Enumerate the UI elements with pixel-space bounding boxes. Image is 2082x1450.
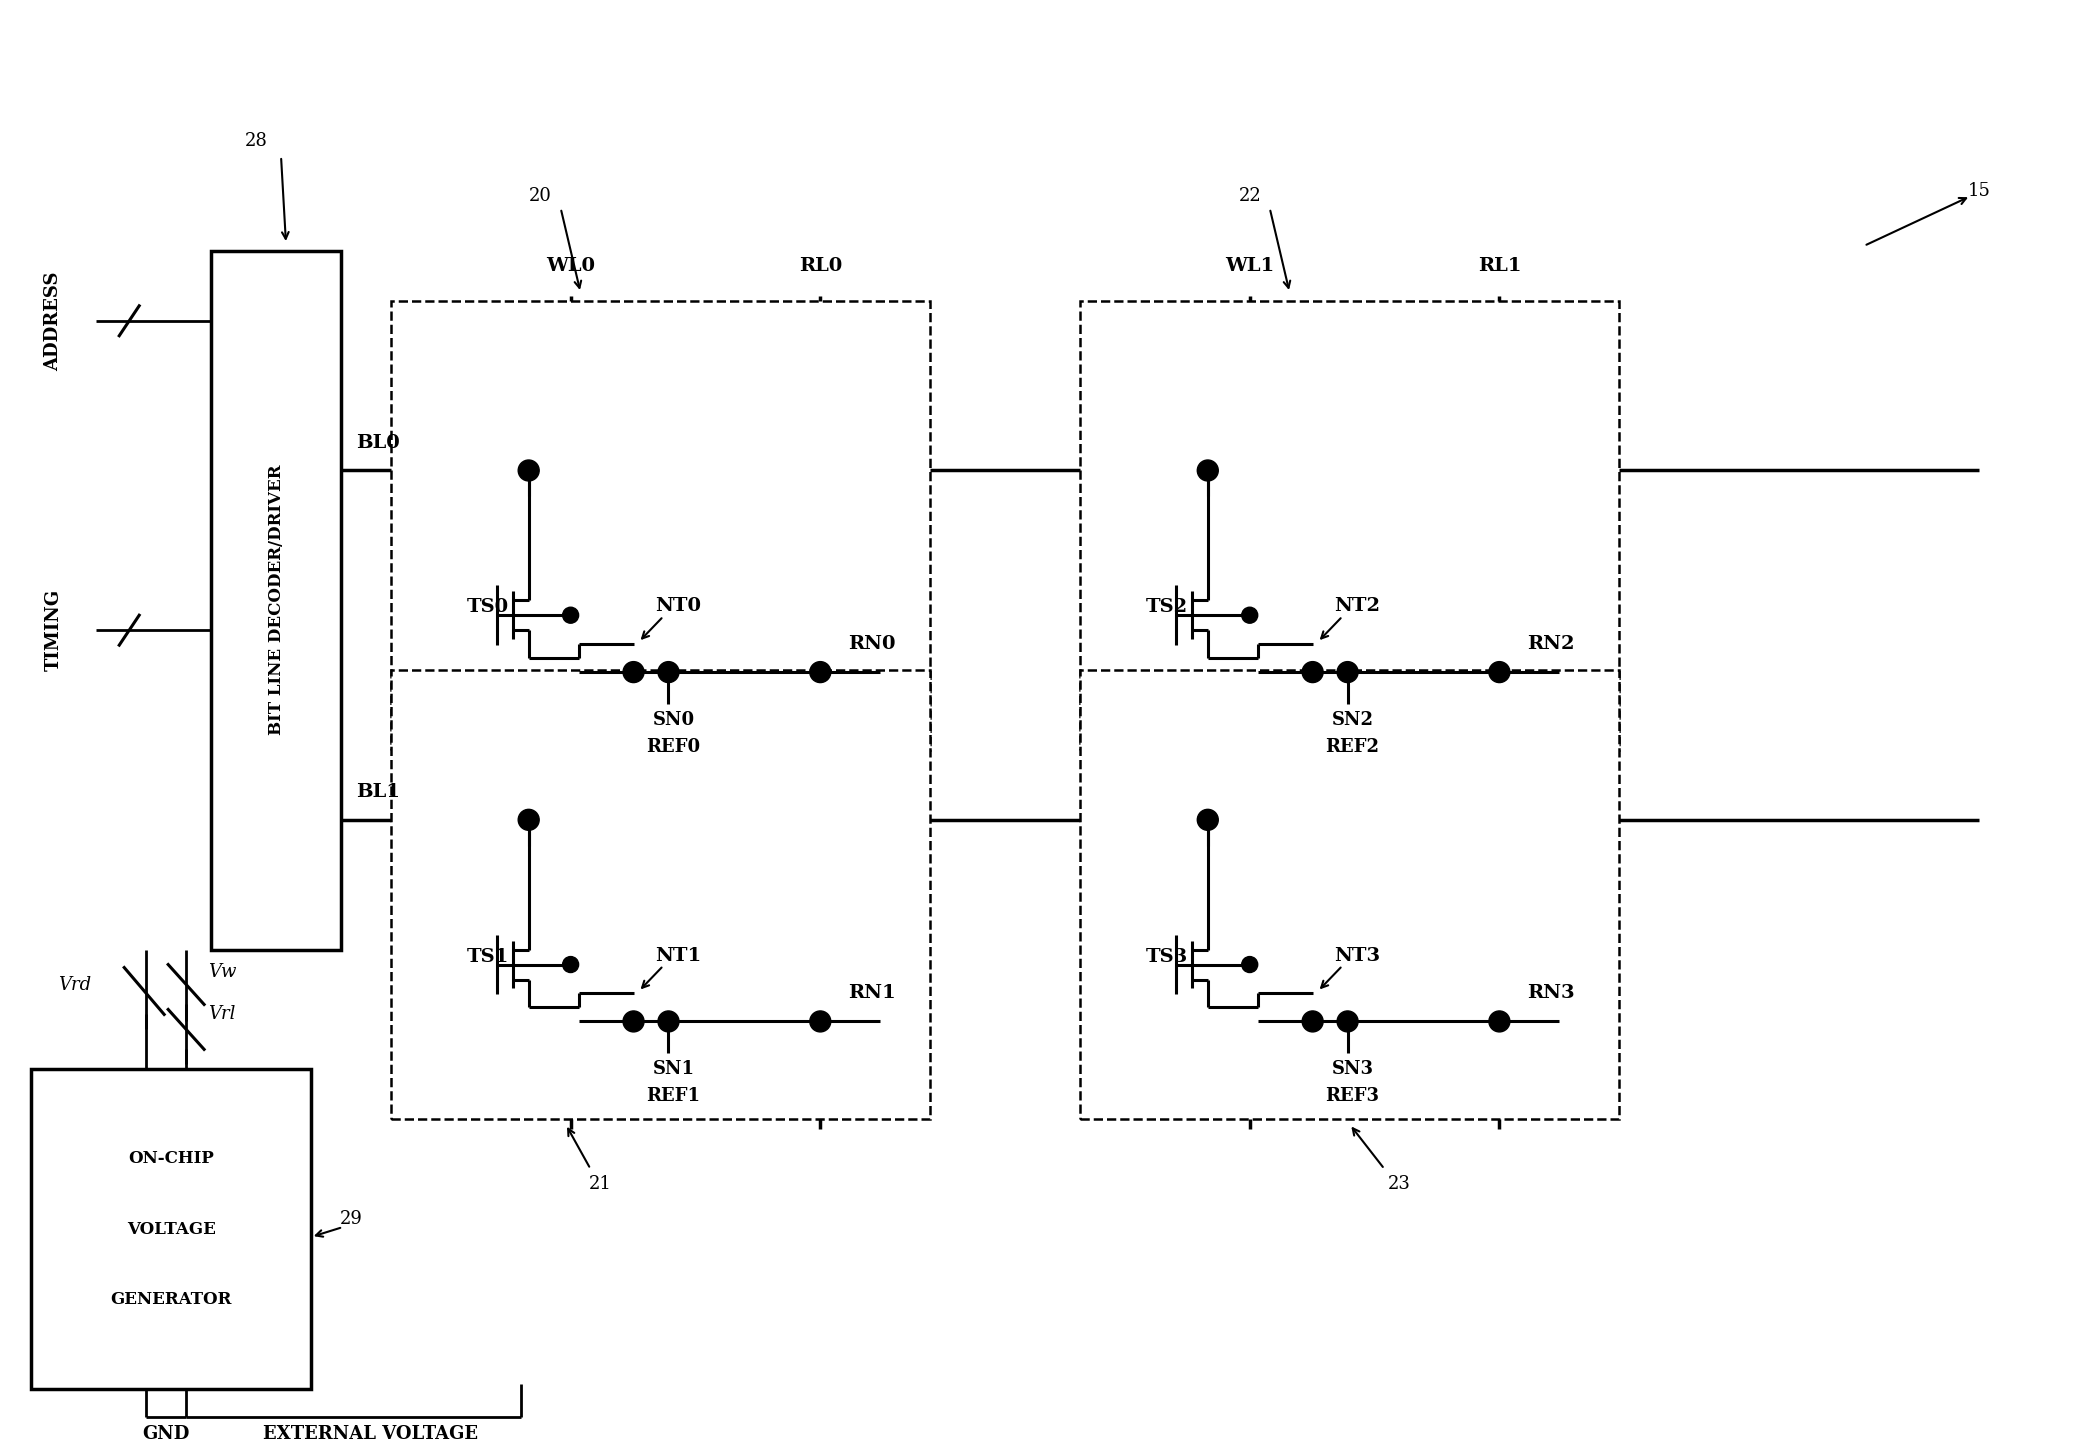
Text: NT0: NT0 bbox=[656, 597, 702, 615]
Text: TS0: TS0 bbox=[466, 599, 508, 616]
Text: TIMING: TIMING bbox=[44, 589, 62, 671]
Text: GND: GND bbox=[142, 1425, 189, 1443]
Text: Vrd: Vrd bbox=[58, 976, 92, 993]
Text: 23: 23 bbox=[1389, 1174, 1412, 1193]
Circle shape bbox=[810, 661, 831, 683]
Text: EXTERNAL VOLTAGE: EXTERNAL VOLTAGE bbox=[264, 1425, 479, 1443]
Circle shape bbox=[623, 1011, 643, 1032]
Text: BIT LINE DECODER/DRIVER: BIT LINE DECODER/DRIVER bbox=[266, 465, 285, 735]
Text: ON-CHIP: ON-CHIP bbox=[129, 1150, 214, 1167]
Text: 28: 28 bbox=[244, 132, 266, 151]
Text: 29: 29 bbox=[339, 1211, 362, 1228]
Bar bbox=[31, 1069, 310, 1389]
Text: RN3: RN3 bbox=[1528, 985, 1574, 1002]
Text: 21: 21 bbox=[589, 1174, 612, 1193]
Circle shape bbox=[1197, 809, 1218, 831]
Text: 22: 22 bbox=[1239, 187, 1262, 204]
Circle shape bbox=[1301, 1011, 1324, 1032]
Text: WL1: WL1 bbox=[1224, 257, 1274, 276]
Text: GENERATOR: GENERATOR bbox=[110, 1290, 231, 1308]
Text: RN0: RN0 bbox=[847, 635, 895, 652]
Circle shape bbox=[1301, 661, 1324, 683]
Text: REF0: REF0 bbox=[645, 738, 700, 755]
Circle shape bbox=[1197, 460, 1218, 481]
Text: TS3: TS3 bbox=[1145, 947, 1189, 966]
Text: REF2: REF2 bbox=[1326, 738, 1380, 755]
Bar bbox=[391, 300, 931, 750]
Text: RL1: RL1 bbox=[1478, 257, 1522, 276]
Circle shape bbox=[1489, 1011, 1509, 1032]
Circle shape bbox=[562, 957, 579, 973]
Text: RL0: RL0 bbox=[799, 257, 841, 276]
Circle shape bbox=[518, 809, 539, 831]
Circle shape bbox=[1337, 1011, 1357, 1032]
Text: 20: 20 bbox=[529, 187, 552, 204]
Text: NT3: NT3 bbox=[1335, 947, 1380, 964]
Text: TS1: TS1 bbox=[466, 947, 508, 966]
Text: REF3: REF3 bbox=[1326, 1088, 1380, 1105]
Circle shape bbox=[1337, 661, 1357, 683]
Text: Vw: Vw bbox=[208, 963, 237, 980]
Text: Vrl: Vrl bbox=[208, 1005, 235, 1024]
Circle shape bbox=[1241, 957, 1258, 973]
Text: BL0: BL0 bbox=[356, 434, 400, 451]
Circle shape bbox=[1241, 608, 1258, 624]
Text: TS2: TS2 bbox=[1145, 599, 1189, 616]
Text: SN2: SN2 bbox=[1332, 710, 1374, 729]
Bar bbox=[1081, 300, 1620, 750]
Text: RN2: RN2 bbox=[1528, 635, 1574, 652]
Circle shape bbox=[562, 608, 579, 624]
Text: SN1: SN1 bbox=[652, 1060, 695, 1079]
Circle shape bbox=[1489, 661, 1509, 683]
Circle shape bbox=[623, 661, 643, 683]
Text: NT1: NT1 bbox=[656, 947, 702, 964]
Circle shape bbox=[810, 1011, 831, 1032]
Text: NT2: NT2 bbox=[1335, 597, 1380, 615]
Text: 15: 15 bbox=[1967, 183, 1990, 200]
Text: WL0: WL0 bbox=[545, 257, 595, 276]
Bar bbox=[1081, 670, 1620, 1119]
Text: RN1: RN1 bbox=[847, 985, 895, 1002]
Circle shape bbox=[658, 661, 679, 683]
Text: VOLTAGE: VOLTAGE bbox=[127, 1221, 217, 1237]
Circle shape bbox=[658, 1011, 679, 1032]
Bar bbox=[391, 670, 931, 1119]
Text: REF1: REF1 bbox=[648, 1088, 700, 1105]
Text: ADDRESS: ADDRESS bbox=[44, 271, 62, 371]
Text: SN0: SN0 bbox=[652, 710, 695, 729]
Bar bbox=[210, 251, 341, 950]
Circle shape bbox=[518, 460, 539, 481]
Text: BL1: BL1 bbox=[356, 783, 400, 800]
Text: SN3: SN3 bbox=[1332, 1060, 1374, 1079]
